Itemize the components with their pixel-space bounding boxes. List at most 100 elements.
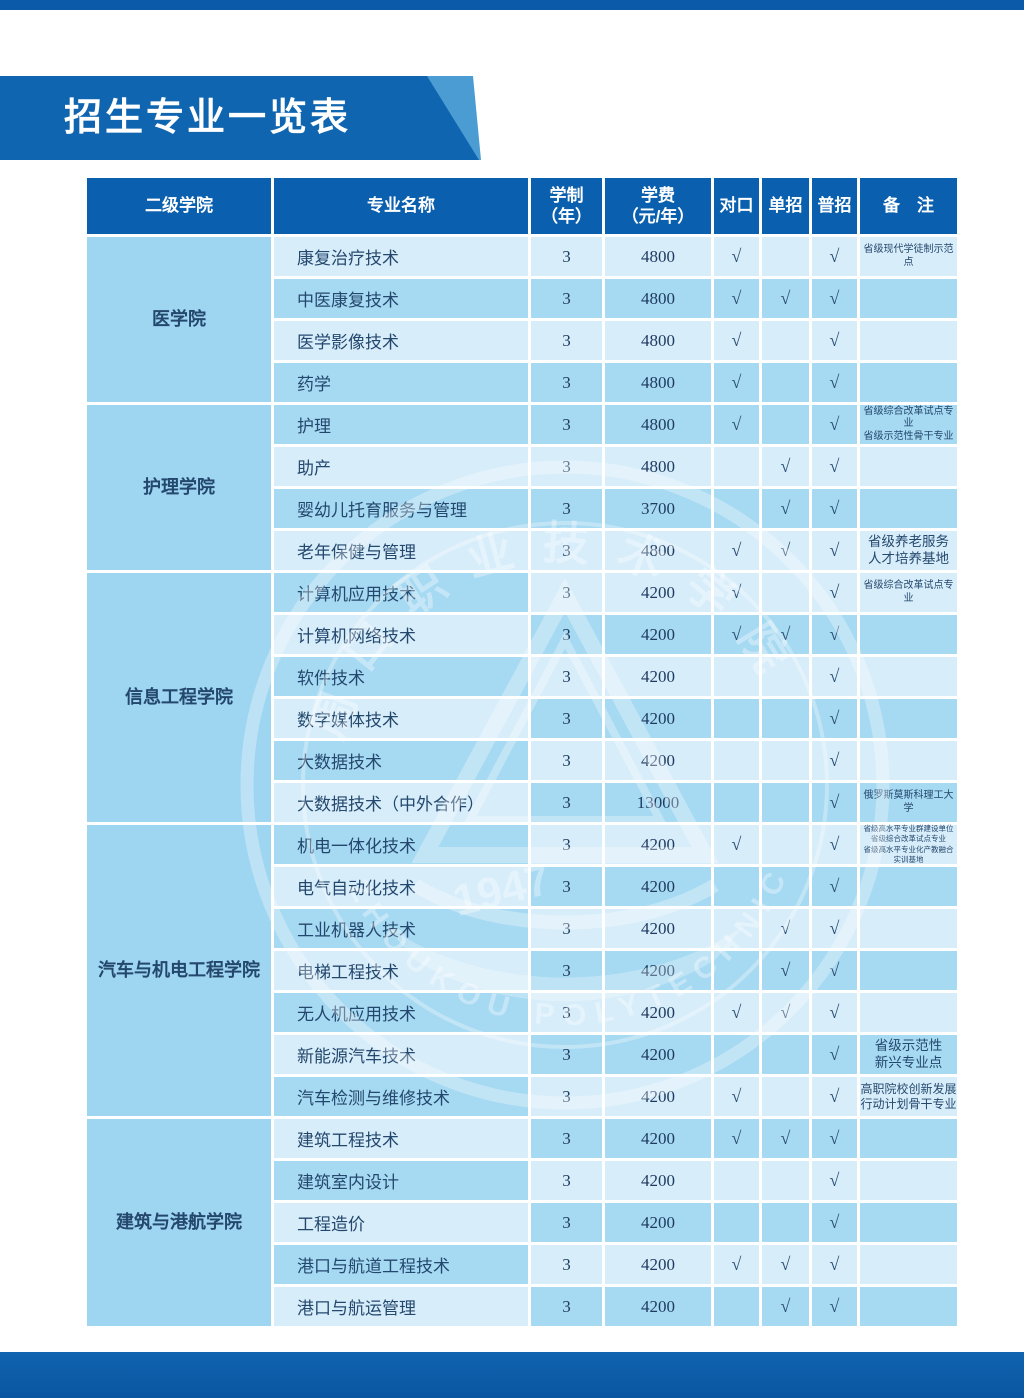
duikou-check-cell: [714, 1287, 759, 1326]
danzhao-check-cell: [762, 321, 809, 360]
duikou-check-cell: √: [714, 363, 759, 402]
major-name-cell: 软件技术: [274, 657, 528, 696]
puzhao-check-cell: √: [812, 531, 857, 570]
danzhao-check-cell: [762, 867, 809, 906]
remark-cell: 省级综合改革试点专业: [860, 573, 957, 612]
group-rows: 建筑工程技术 3 4200 √ √ √ 建筑室内设计 3 4200 √ 工程造价 3 4200 √ 港口与航…: [274, 1119, 957, 1326]
duikou-check-cell: √: [714, 1077, 759, 1116]
years-cell: 3: [531, 825, 602, 864]
duikou-check-cell: √: [714, 1119, 759, 1158]
danzhao-check-cell: [762, 783, 809, 822]
years-cell: 3: [531, 573, 602, 612]
table-row: 中医康复技术 3 4800 √ √ √: [274, 279, 957, 318]
duikou-check-cell: √: [714, 825, 759, 864]
group-rows: 机电一体化技术 3 4200 √ √ 省级高水平专业群建设单位 省级综合改革试点专业 省级高水…: [274, 824, 957, 1116]
remark-cell: 高职院校创新发展 行动计划骨干专业: [860, 1077, 957, 1116]
fee-cell: 4200: [605, 1203, 711, 1242]
puzhao-check-cell: √: [812, 657, 857, 696]
major-name-cell: 电梯工程技术: [274, 951, 528, 990]
years-cell: 3: [531, 321, 602, 360]
major-name-cell: 汽车检测与维修技术: [274, 1077, 528, 1116]
years-cell: 3: [531, 741, 602, 780]
duikou-check-cell: √: [714, 573, 759, 612]
table-row: 药学 3 4800 √ √: [274, 363, 957, 402]
puzhao-check-cell: √: [812, 1287, 857, 1326]
major-name-cell: 港口与航道工程技术: [274, 1245, 528, 1284]
fee-cell: 4800: [605, 279, 711, 318]
duikou-check-cell: √: [714, 615, 759, 654]
table-row: 港口与航道工程技术 3 4200 √ √ √: [274, 1245, 957, 1284]
major-name-cell: 计算机网络技术: [274, 615, 528, 654]
duikou-check-cell: √: [714, 237, 759, 276]
college-group: 医学院 康复治疗技术 3 4800 √ √ 省级现代学徒制示范点 中医康复技术 3 4800 √ √ √…: [87, 237, 957, 402]
table-row: 数字媒体技术 3 4200 √: [274, 699, 957, 738]
remark-cell: 省级养老服务 人才培养基地: [860, 531, 957, 570]
remark-cell: [860, 657, 957, 696]
major-name-cell: 助产: [274, 447, 528, 486]
puzhao-check-cell: √: [812, 1035, 857, 1074]
fee-cell: 4200: [605, 1245, 711, 1284]
danzhao-check-cell: √: [762, 1119, 809, 1158]
puzhao-check-cell: √: [812, 993, 857, 1032]
table-row: 医学影像技术 3 4800 √ √: [274, 321, 957, 360]
group-rows: 护理 3 4800 √ √ 省级综合改革试点专业 省级示范性骨干专业 助产 3 4800 √ √ 婴幼儿…: [274, 405, 957, 570]
fee-cell: 4800: [605, 363, 711, 402]
page-title: 招生专业一览表: [64, 97, 352, 139]
fee-cell: 4200: [605, 657, 711, 696]
column-header-danzhao: 单招: [762, 178, 809, 234]
duikou-check-cell: [714, 1161, 759, 1200]
major-name-cell: 数字媒体技术: [274, 699, 528, 738]
table-row: 新能源汽车技术 3 4200 √ 省级示范性 新兴专业点: [274, 1035, 957, 1074]
puzhao-check-cell: √: [812, 699, 857, 738]
college-group: 汽车与机电 工程学院 机电一体化技术 3 4200 √ √ 省级高水平专业群建设单位 省级综合改…: [87, 824, 957, 1116]
table-row: 无人机应用技术 3 4200 √ √ √: [274, 993, 957, 1032]
danzhao-check-cell: [762, 1161, 809, 1200]
college-cell: 医学院: [87, 237, 271, 402]
puzhao-check-cell: √: [812, 1119, 857, 1158]
years-cell: 3: [531, 363, 602, 402]
years-cell: 3: [531, 447, 602, 486]
remark-cell: [860, 447, 957, 486]
fee-cell: 4200: [605, 1287, 711, 1326]
remark-cell: [860, 615, 957, 654]
table-row: 大数据技术 3 4200 √: [274, 741, 957, 780]
remark-cell: [860, 1119, 957, 1158]
danzhao-check-cell: √: [762, 1245, 809, 1284]
column-header-remark: 备 注: [860, 178, 957, 234]
column-header-name: 专业名称: [274, 178, 528, 234]
puzhao-check-cell: √: [812, 363, 857, 402]
duikou-check-cell: √: [714, 405, 759, 444]
years-cell: 3: [531, 1161, 602, 1200]
duikou-check-cell: [714, 657, 759, 696]
years-cell: 3: [531, 909, 602, 948]
years-cell: 3: [531, 489, 602, 528]
danzhao-check-cell: [762, 825, 809, 864]
table-row: 计算机应用技术 3 4200 √ √ 省级综合改革试点专业: [274, 573, 957, 612]
remark-cell: [860, 993, 957, 1032]
danzhao-check-cell: [762, 405, 809, 444]
puzhao-check-cell: √: [812, 1161, 857, 1200]
years-cell: 3: [531, 867, 602, 906]
danzhao-check-cell: [762, 1077, 809, 1116]
duikou-check-cell: [714, 909, 759, 948]
table-row: 护理 3 4800 √ √ 省级综合改革试点专业 省级示范性骨干专业: [274, 405, 957, 444]
years-cell: 3: [531, 993, 602, 1032]
remark-cell: [860, 951, 957, 990]
college-cell: 信息工程学院: [87, 573, 271, 822]
danzhao-check-cell: √: [762, 993, 809, 1032]
college-cell: 护理学院: [87, 405, 271, 570]
danzhao-check-cell: [762, 237, 809, 276]
years-cell: 3: [531, 1203, 602, 1242]
danzhao-check-cell: √: [762, 951, 809, 990]
years-cell: 3: [531, 531, 602, 570]
danzhao-check-cell: [762, 1035, 809, 1074]
table-row: 康复治疗技术 3 4800 √ √ 省级现代学徒制示范点: [274, 237, 957, 276]
remark-cell: [860, 1245, 957, 1284]
years-cell: 3: [531, 1035, 602, 1074]
fee-cell: 4200: [605, 1035, 711, 1074]
fee-cell: 4200: [605, 573, 711, 612]
banner-main-shape: [0, 76, 479, 160]
major-name-cell: 大数据技术（中外合作）: [274, 783, 528, 822]
years-cell: 3: [531, 783, 602, 822]
table-row: 助产 3 4800 √ √: [274, 447, 957, 486]
